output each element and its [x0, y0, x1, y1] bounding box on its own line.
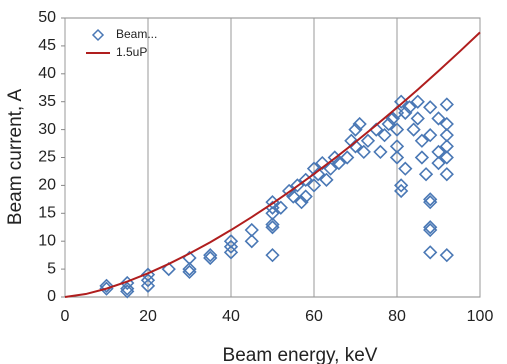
- point: [431, 155, 446, 171]
- y-tick-label: 10: [38, 232, 56, 249]
- point: [394, 183, 409, 199]
- point: [373, 144, 388, 160]
- x-tick-label: 80: [388, 308, 406, 325]
- y-tick-label: 5: [47, 260, 56, 277]
- x-axis-label: Beam energy, keV: [223, 345, 378, 364]
- point: [223, 245, 239, 260]
- point: [265, 248, 280, 263]
- y-tick-label: 15: [38, 205, 56, 222]
- point: [398, 105, 413, 120]
- y-tick-label: 35: [38, 93, 56, 110]
- point: [423, 100, 438, 115]
- point: [120, 284, 135, 299]
- point: [406, 122, 421, 137]
- point: [398, 161, 413, 176]
- legend-label: 1.5uP: [116, 45, 147, 59]
- point: [344, 133, 359, 148]
- point: [439, 167, 454, 182]
- point: [381, 116, 396, 132]
- point: [414, 133, 430, 148]
- x-tick-label: 100: [467, 308, 494, 325]
- point: [203, 250, 218, 266]
- point: [360, 133, 376, 148]
- point: [182, 264, 197, 280]
- line: [64, 31, 481, 298]
- point: [423, 245, 438, 260]
- point: [431, 111, 446, 126]
- point: [389, 150, 405, 165]
- point: [323, 161, 338, 176]
- y-axis-label: Beam current, A: [5, 89, 26, 226]
- x-tick-label: 0: [61, 308, 70, 325]
- x-tick-label: 20: [139, 308, 157, 325]
- y-tick-label: 50: [38, 9, 56, 26]
- point: [352, 116, 367, 132]
- legend-label: Beam...: [116, 27, 157, 41]
- point: [389, 122, 405, 137]
- y-tick-label: 40: [38, 65, 56, 82]
- point: [244, 234, 259, 249]
- point: [203, 248, 218, 263]
- plot-area: [64, 17, 481, 298]
- point: [298, 189, 313, 204]
- point: [140, 278, 156, 293]
- point: [439, 150, 454, 165]
- legend-marker: [91, 28, 105, 42]
- point: [402, 100, 417, 115]
- point: [423, 128, 438, 143]
- y-tick-label: 45: [38, 37, 56, 54]
- y-tick-label: 30: [38, 121, 56, 138]
- point: [423, 195, 438, 210]
- y-tick-label: 20: [38, 177, 56, 194]
- point: [356, 144, 371, 160]
- x-tick-label: 40: [222, 308, 240, 325]
- y-tick-label: 25: [38, 149, 56, 166]
- point: [315, 155, 330, 171]
- point: [410, 94, 425, 109]
- point: [120, 281, 135, 296]
- y-tick-label: 0: [47, 288, 56, 305]
- point: [265, 220, 280, 235]
- point: [414, 150, 430, 165]
- x-tick-label: 60: [305, 308, 323, 325]
- point: [418, 167, 434, 182]
- point: [423, 220, 438, 235]
- point: [410, 111, 425, 126]
- point: [439, 248, 454, 263]
- point: [319, 172, 334, 187]
- point: [439, 97, 454, 112]
- point: [348, 122, 363, 137]
- point: [331, 155, 347, 171]
- point: [385, 111, 400, 126]
- point: [340, 150, 355, 165]
- point: [161, 261, 176, 277]
- point: [286, 189, 301, 204]
- point: [294, 195, 309, 210]
- point: [182, 261, 197, 277]
- point: [306, 178, 322, 193]
- point: [223, 239, 239, 254]
- point: [265, 217, 280, 232]
- point: [140, 273, 156, 288]
- point: [99, 278, 114, 293]
- point: [377, 128, 392, 143]
- point: [423, 192, 438, 207]
- point: [273, 200, 288, 215]
- point: [394, 178, 409, 193]
- point: [311, 167, 326, 182]
- point: [423, 222, 438, 238]
